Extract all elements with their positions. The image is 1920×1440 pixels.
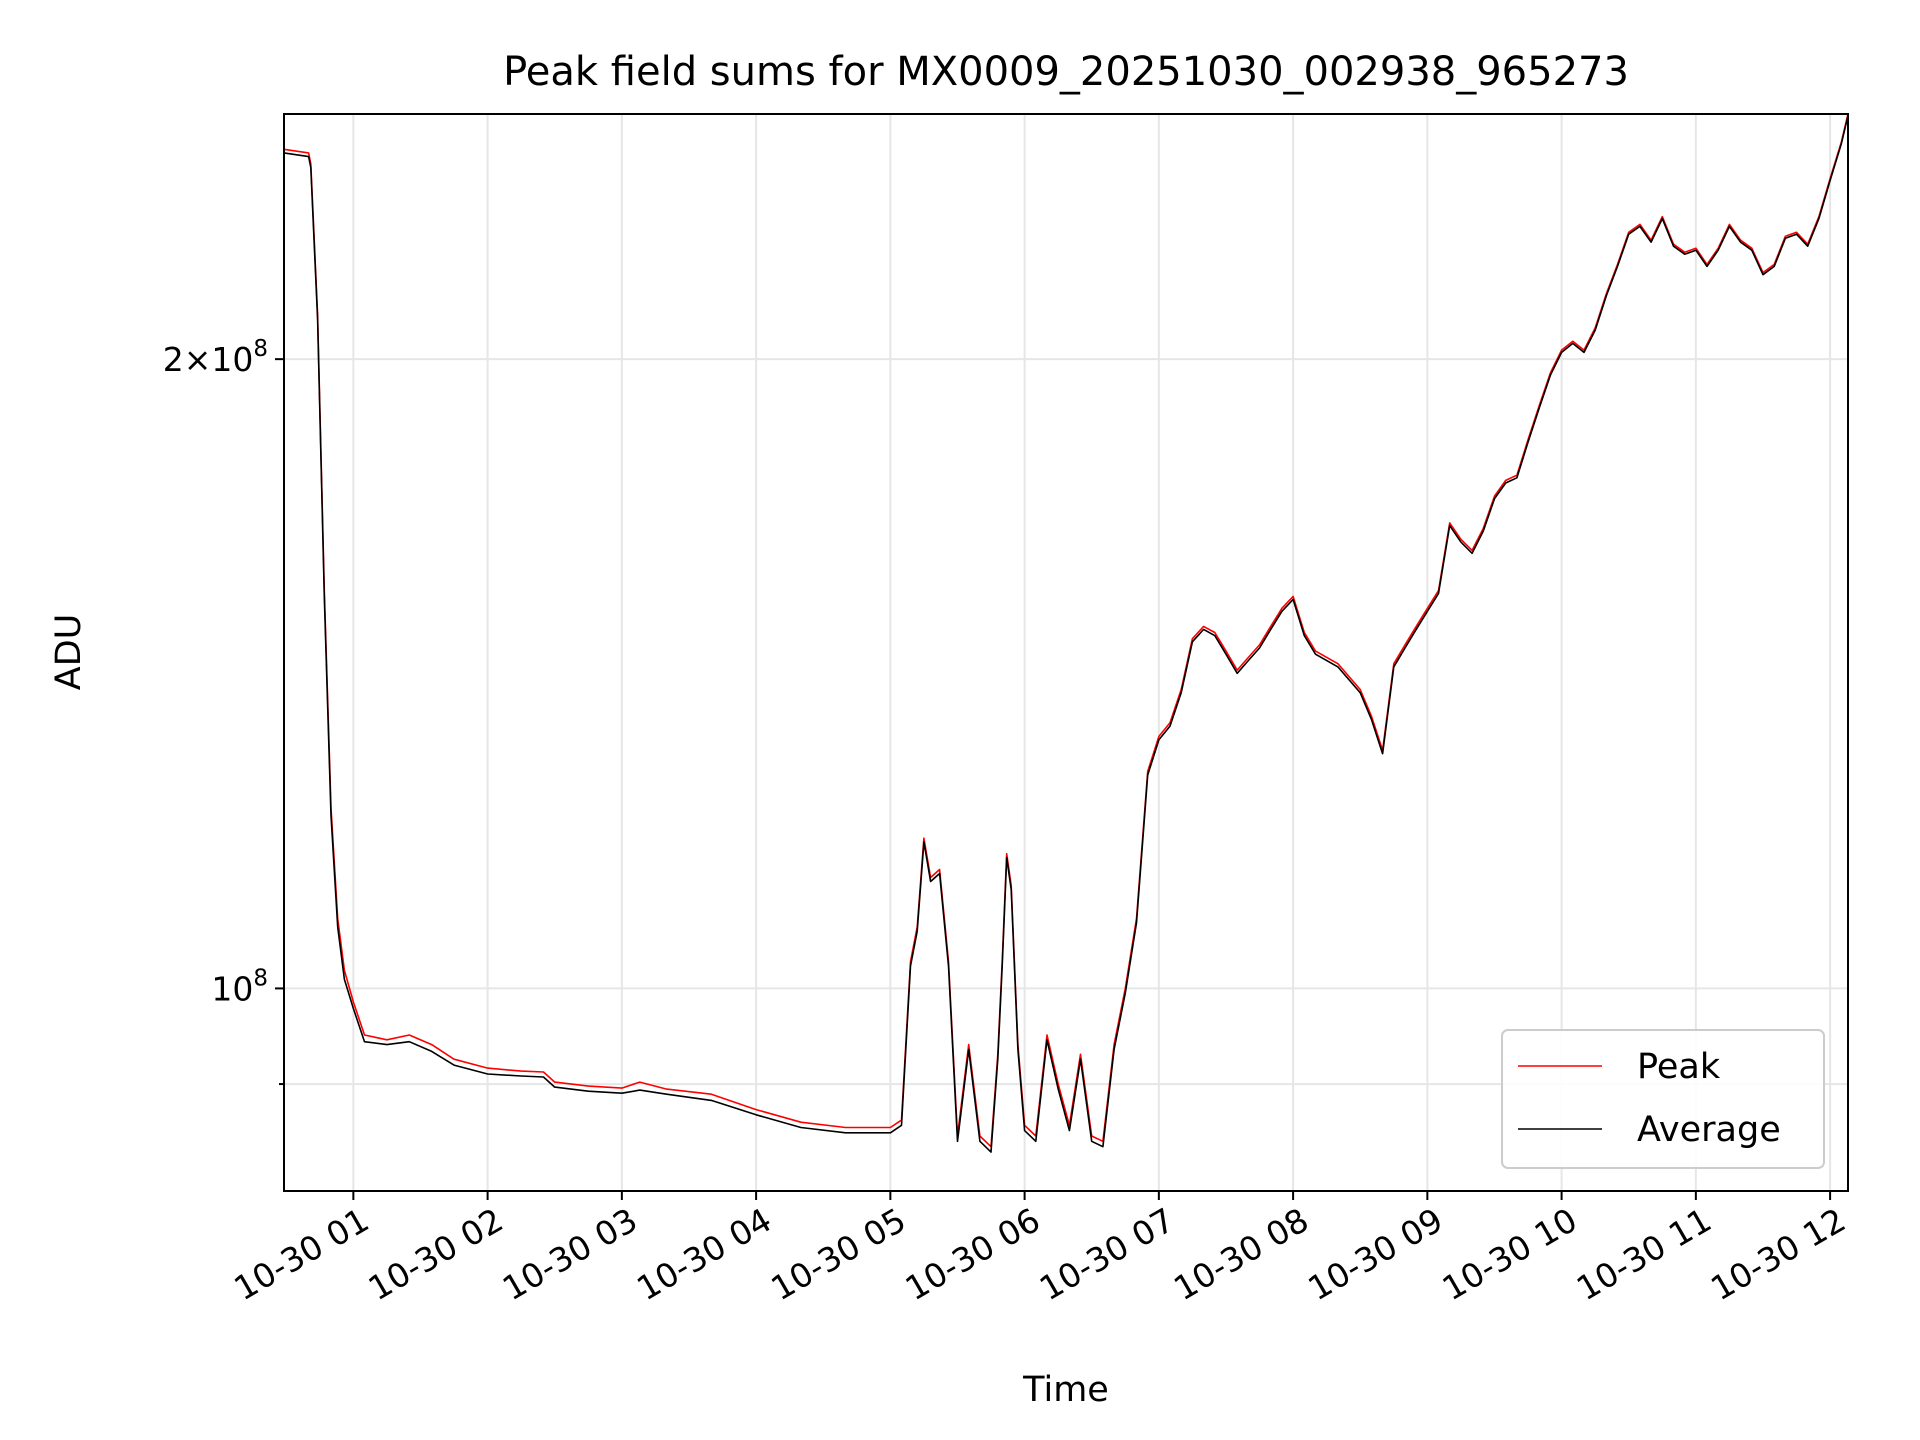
legend-label-peak: Peak [1637, 1047, 1721, 1087]
y-tick-label: 2×108 [163, 336, 268, 379]
legend-label-average: Average [1637, 1110, 1781, 1150]
y-tick-exponent: 8 [253, 965, 268, 991]
grid-layer [284, 114, 1848, 1191]
series-layer [283, 113, 1849, 1153]
y-tick-base: 10 [211, 340, 253, 379]
chart-title: Peak field sums for MX0009_20251030_0029… [503, 49, 1629, 95]
plot-frame [283, 113, 1849, 1192]
y-tick-coef: 2 [163, 340, 184, 379]
x-axis-label: Time [1022, 1370, 1109, 1410]
y-tick-label: 108 [211, 965, 268, 1008]
y-tick-times: × [184, 340, 212, 379]
y-axis-label: ADU [49, 614, 89, 691]
series-line-average [283, 115, 1849, 1153]
legend-box [1501, 1029, 1825, 1169]
y-tick-base: 10 [211, 969, 253, 1008]
y-tick-exponent: 8 [253, 336, 268, 362]
legend: Peak Average [1501, 1029, 1825, 1169]
